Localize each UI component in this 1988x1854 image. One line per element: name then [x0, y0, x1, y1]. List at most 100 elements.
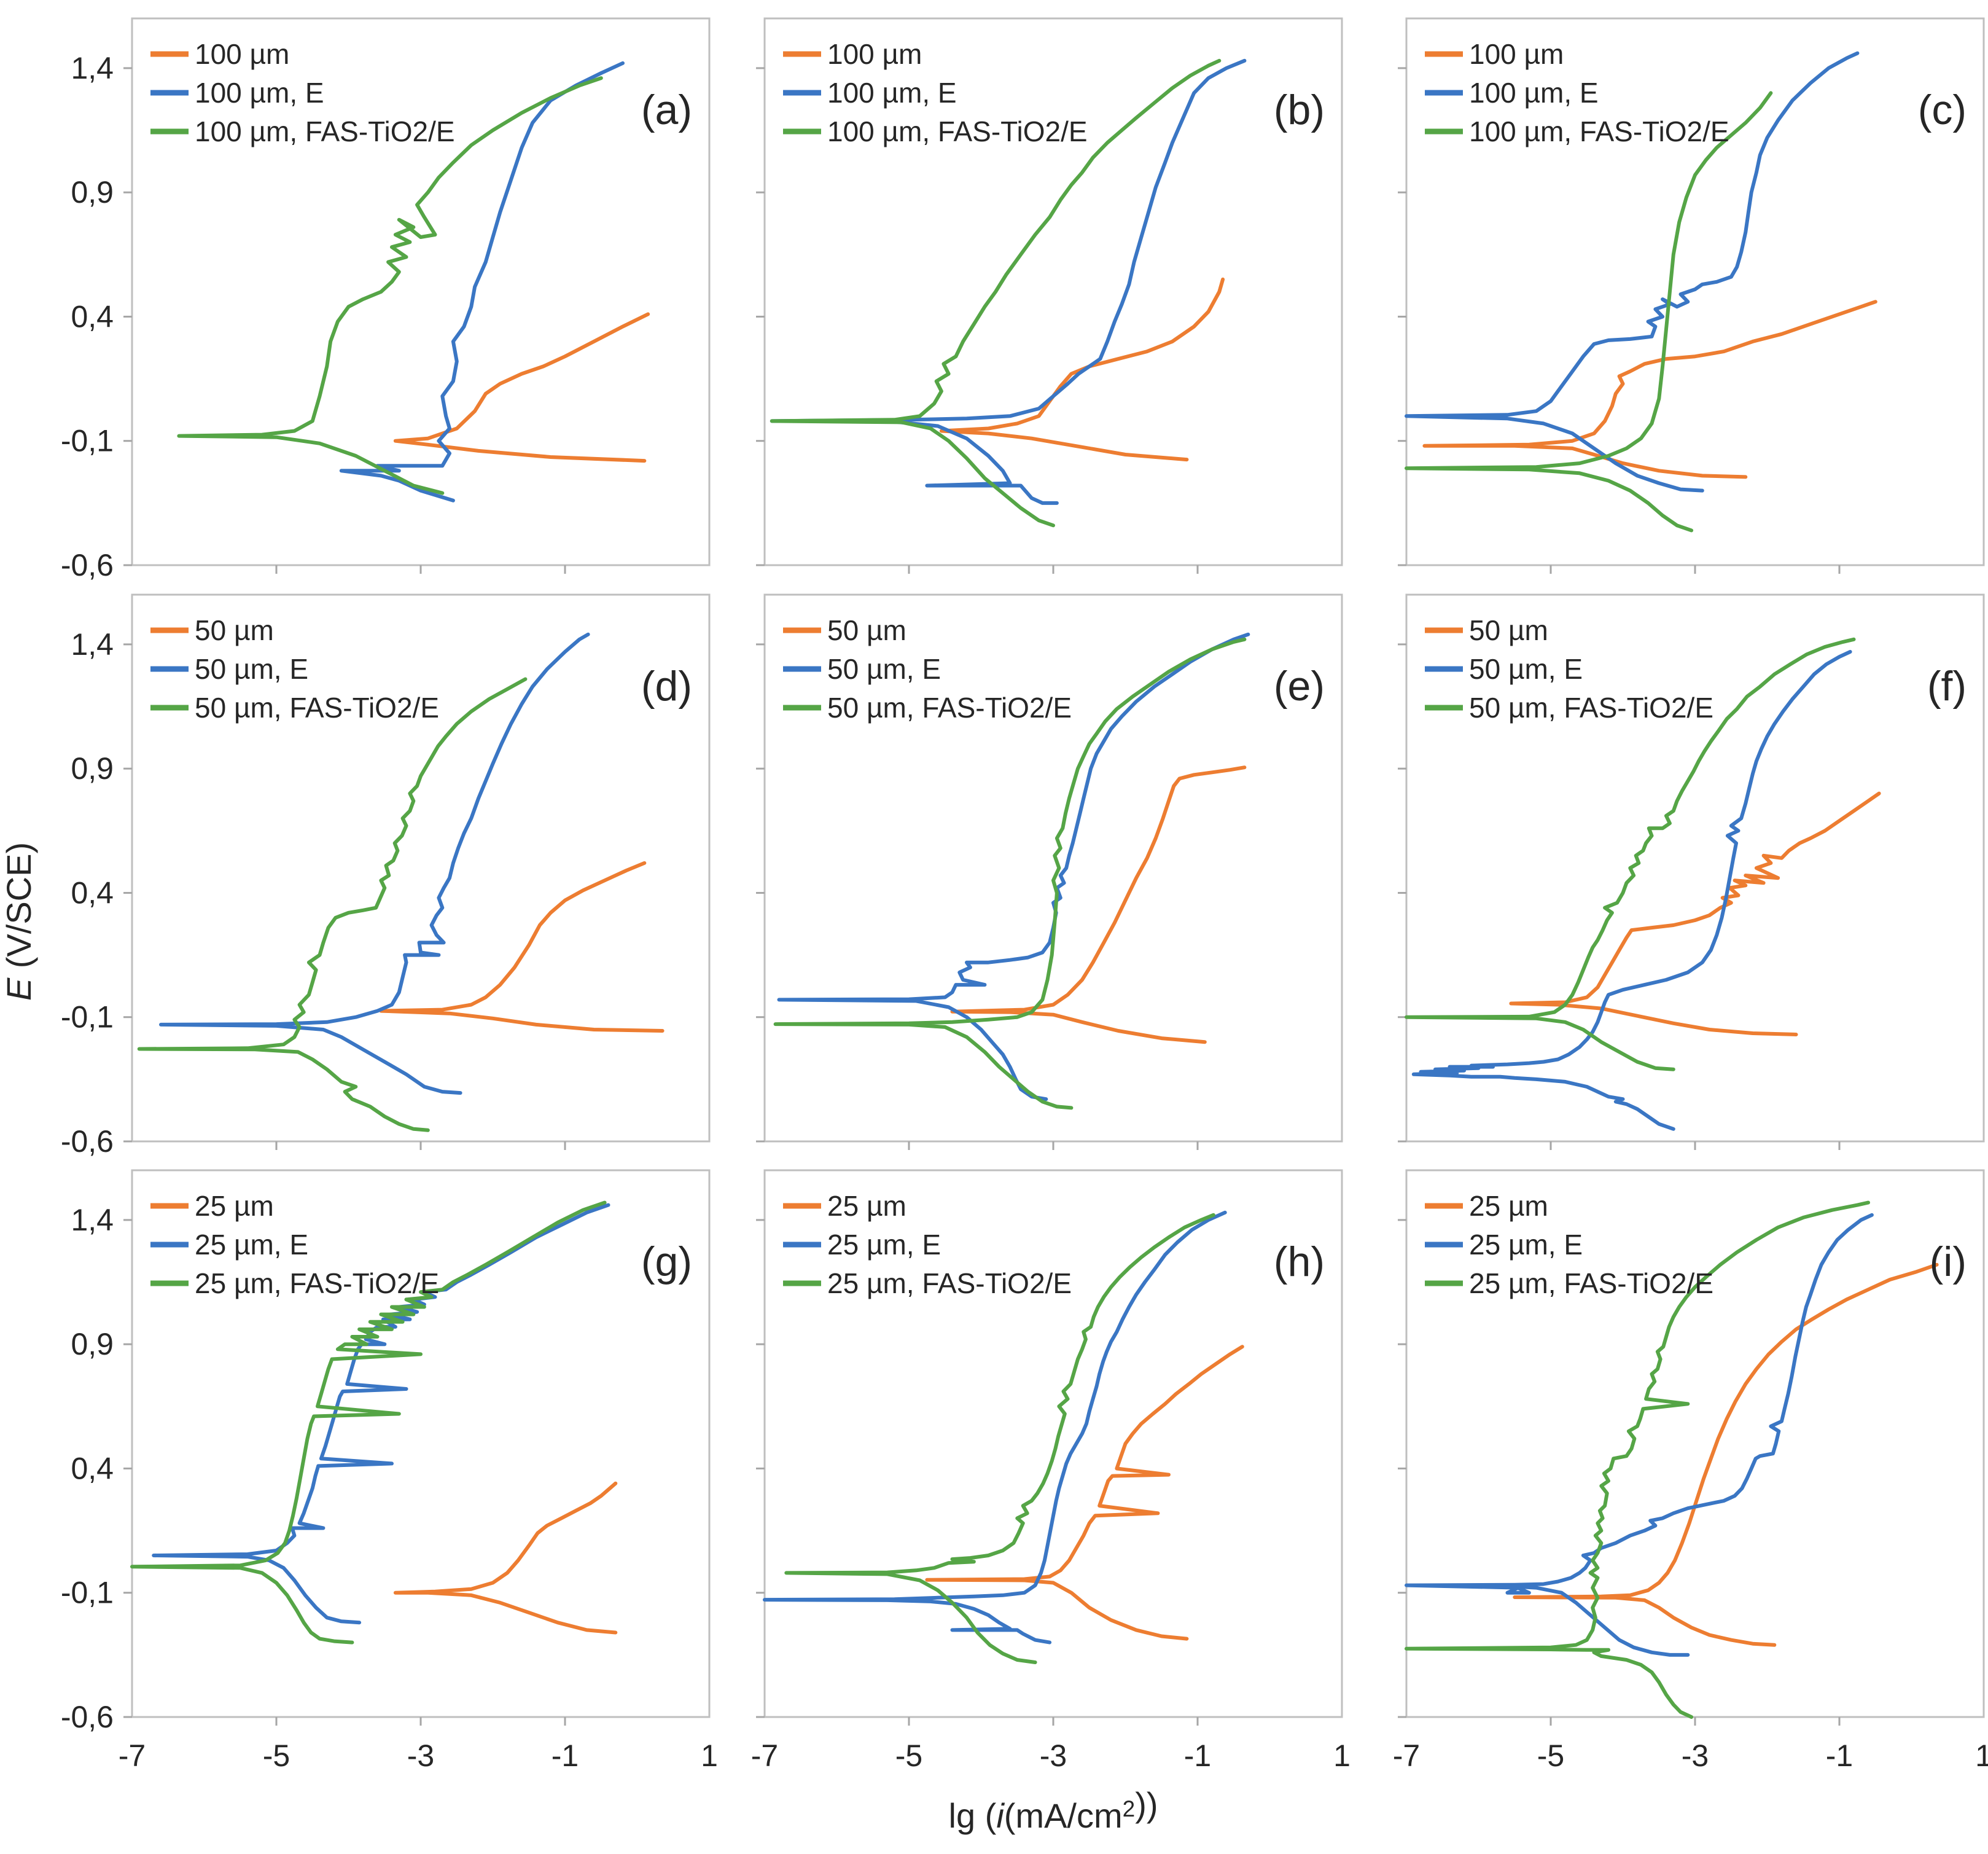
legend-label: 25 µm, FAS-TiO2/E	[195, 1267, 439, 1299]
legend-label: 100 µm	[195, 38, 289, 70]
x-tick-label: -7	[1393, 1739, 1420, 1773]
legend-label: 50 µm, FAS-TiO2/E	[195, 692, 439, 724]
panel-letter: (i)	[1930, 1238, 1967, 1285]
legend: 100 µm 100 µm, E 100 µm, FAS-TiO2/E	[783, 38, 1088, 147]
x-tick-label: -5	[263, 1739, 290, 1773]
x-tick-label: -5	[1537, 1739, 1564, 1773]
legend-label: 50 µm, E	[195, 653, 308, 685]
series-line-green	[177, 76, 603, 495]
legend-label: 50 µm, E	[827, 653, 941, 685]
series-line-orange	[925, 1345, 1244, 1641]
series-line-blue	[763, 1210, 1227, 1645]
series-line-orange	[393, 312, 650, 463]
legend-label: 50 µm, FAS-TiO2/E	[1469, 692, 1713, 724]
series-line-green	[1405, 1200, 1870, 1719]
legend-label: 25 µm, E	[827, 1229, 941, 1261]
y-tick-label: -0,1	[61, 424, 114, 458]
legend-label: 25 µm, E	[1469, 1229, 1583, 1261]
legend: 50 µm 50 µm, E 50 µm, FAS-TiO2/E	[1425, 614, 1713, 724]
panel-c: 100 µm 100 µm, E 100 µm, FAS-TiO2/E (c)	[1398, 17, 1985, 574]
series-line-green	[784, 1213, 1215, 1664]
panel-letter: (d)	[641, 663, 692, 710]
legend: 50 µm 50 µm, E 50 µm, FAS-TiO2/E	[150, 614, 439, 724]
series-line-orange	[393, 1481, 618, 1635]
series-line-blue	[1405, 51, 1860, 493]
series-line-blue	[770, 58, 1247, 505]
y-tick-label: 0,9	[71, 751, 114, 786]
legend-label: 25 µm, E	[195, 1229, 308, 1261]
panel-a: 100 µm 100 µm, E 100 µm, FAS-TiO2/E (a) 1,4 0…	[61, 17, 711, 582]
panel-letter: (b)	[1274, 87, 1325, 133]
x-tick-label: -3	[1682, 1739, 1709, 1773]
y-tick-label: 1,4	[71, 51, 114, 85]
x-tick-label: -7	[751, 1739, 778, 1773]
legend: 100 µm 100 µm, E 100 µm, FAS-TiO2/E	[1425, 38, 1729, 147]
legend-label: 25 µm	[195, 1190, 274, 1222]
y-tick-label: -0,6	[61, 1124, 114, 1159]
series-line-green	[130, 1200, 607, 1645]
legend-label: 50 µm	[1469, 614, 1548, 646]
series-line-orange	[1422, 300, 1877, 479]
series-line-blue	[1405, 1213, 1874, 1657]
y-tick-label: -0,6	[61, 548, 114, 582]
legend-label: 100 µm, E	[827, 77, 957, 109]
panel-g: 25 µm 25 µm, E 25 µm, FAS-TiO2/E (g) 1,4 0,9 0…	[61, 1169, 718, 1773]
panel-d: 50 µm 50 µm, E 50 µm, FAS-TiO2/E (d) 1,4 0,9 0…	[61, 593, 711, 1159]
legend: 50 µm 50 µm, E 50 µm, FAS-TiO2/E	[783, 614, 1072, 724]
x-tick-label: -3	[1040, 1739, 1067, 1773]
panel-letter: (a)	[641, 87, 692, 133]
panel-letter: (e)	[1274, 663, 1325, 710]
legend-label: 100 µm, FAS-TiO2/E	[1469, 115, 1729, 147]
legend-label: 50 µm	[827, 614, 906, 646]
legend-label: 50 µm, E	[1469, 653, 1583, 685]
series-line-blue	[159, 632, 590, 1095]
series-line-green	[1405, 91, 1773, 533]
y-tick-label: 0,4	[71, 1451, 114, 1485]
panel-letter: (c)	[1918, 87, 1967, 133]
y-tick-label: -0,1	[61, 1576, 114, 1610]
panel-e: 50 µm 50 µm, E 50 µm, FAS-TiO2/E (e)	[756, 593, 1343, 1150]
y-tick-label: 1,4	[71, 1203, 114, 1237]
series-line-orange	[379, 861, 665, 1033]
panel-letter: (g)	[641, 1238, 692, 1285]
legend: 100 µm 100 µm, E 100 µm, FAS-TiO2/E	[150, 38, 455, 147]
legend-label: 25 µm, FAS-TiO2/E	[1469, 1267, 1713, 1299]
series-line-blue	[339, 61, 625, 503]
series-line-blue	[1411, 650, 1852, 1131]
series-line-green	[137, 677, 528, 1132]
legend-label: 25 µm	[827, 1190, 906, 1222]
y-axis-title: E (V/SCE)	[0, 842, 38, 1001]
y-tick-label: -0,6	[61, 1700, 114, 1734]
series-line-blue	[777, 632, 1250, 1101]
series-line-orange	[950, 765, 1247, 1044]
y-tick-label: -0,1	[61, 1000, 114, 1035]
panel-i: 25 µm 25 µm, E 25 µm, FAS-TiO2/E (i) -7 -5 -3 -…	[1393, 1169, 1988, 1773]
legend-label: 25 µm	[1469, 1190, 1548, 1222]
legend-label: 100 µm, E	[1469, 77, 1599, 109]
panel-letter: (h)	[1274, 1238, 1325, 1285]
y-tick-label: 0,4	[71, 875, 114, 910]
x-tick-label: 1	[701, 1739, 718, 1773]
y-tick-label: 0,9	[71, 175, 114, 209]
x-tick-label: -3	[407, 1739, 434, 1773]
panel-b: 100 µm 100 µm, E 100 µm, FAS-TiO2/E (b)	[756, 17, 1343, 574]
legend-label: 100 µm	[1469, 38, 1564, 70]
legend-label: 100 µm, FAS-TiO2/E	[195, 115, 455, 147]
x-tick-label: 1	[1975, 1739, 1988, 1773]
y-tick-label: 0,9	[71, 1327, 114, 1361]
legend: 25 µm 25 µm, E 25 µm, FAS-TiO2/E	[150, 1190, 439, 1299]
y-tick-label: 0,4	[71, 299, 114, 334]
legend: 25 µm 25 µm, E 25 µm, FAS-TiO2/E	[1425, 1190, 1713, 1299]
panel-h: 25 µm 25 µm, E 25 µm, FAS-TiO2/E (h) -7 -5 -3 -…	[751, 1169, 1351, 1773]
legend-label: 50 µm, FAS-TiO2/E	[827, 692, 1072, 724]
panel-f: 50 µm 50 µm, E 50 µm, FAS-TiO2/E (f)	[1398, 593, 1985, 1150]
x-tick-label: -5	[895, 1739, 922, 1773]
y-tick-label: 1,4	[71, 627, 114, 662]
legend: 25 µm 25 µm, E 25 µm, FAS-TiO2/E	[783, 1190, 1072, 1299]
panel-letter: (f)	[1927, 663, 1967, 710]
legend-label: 50 µm	[195, 614, 274, 646]
x-tick-label: 1	[1333, 1739, 1351, 1773]
